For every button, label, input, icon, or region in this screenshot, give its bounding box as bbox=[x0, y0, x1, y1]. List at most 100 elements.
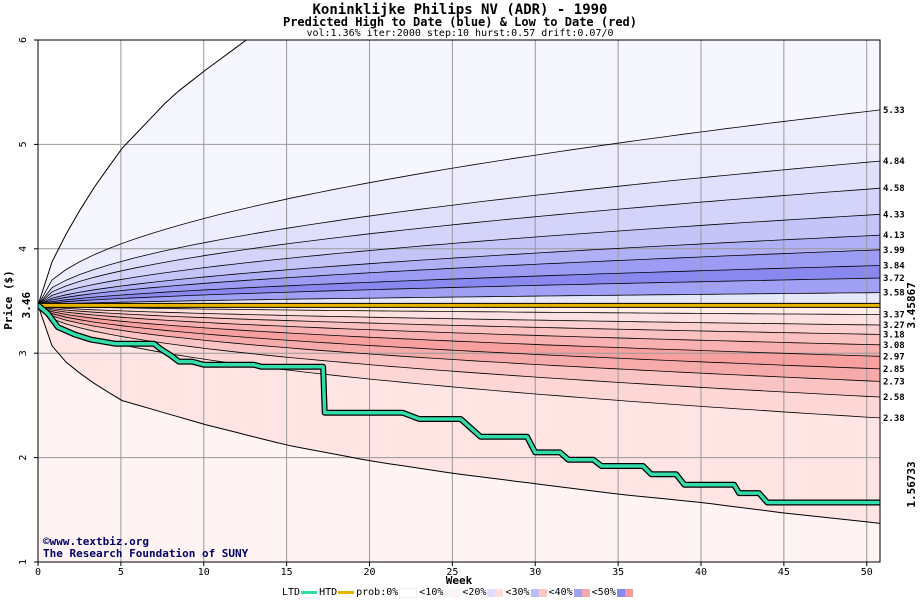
band-high bbox=[38, 214, 880, 306]
band-high-outside bbox=[38, 40, 880, 306]
y-tick-label: 2 bbox=[18, 455, 29, 461]
legend-prob20-swatch bbox=[487, 588, 504, 597]
legend-prob30-swatch bbox=[530, 588, 547, 597]
series-lines bbox=[38, 302, 880, 506]
band-high-inner bbox=[38, 292, 880, 306]
low-outer-curve bbox=[38, 305, 880, 524]
high-contour bbox=[38, 213, 880, 306]
contour-lines bbox=[38, 40, 880, 524]
low-contour bbox=[38, 304, 880, 326]
low-contour bbox=[38, 304, 880, 357]
band-high bbox=[38, 188, 880, 306]
legend-prob20-label: <20% bbox=[462, 587, 487, 598]
credit-org: The Research Foundation of SUNY bbox=[43, 547, 249, 560]
legend-prob50-label: <50% bbox=[591, 587, 616, 598]
high-level-label: 4.84 bbox=[883, 157, 905, 167]
band-low bbox=[38, 305, 880, 335]
x-tick-label: 45 bbox=[778, 567, 790, 578]
legend-prob30-label: <30% bbox=[505, 587, 530, 598]
high-contour bbox=[38, 109, 880, 306]
y-tick-label: 3 bbox=[18, 350, 29, 356]
high-level-label: 3.58 bbox=[883, 289, 905, 299]
legend-prob0-label: prob:0% bbox=[356, 587, 399, 598]
band-low bbox=[38, 305, 880, 325]
high-contour bbox=[38, 187, 880, 306]
value-labels: 5.33 4.84 4.58 4.33 4.13 3.99 3.84 3.72 3.58 3.37… bbox=[20, 106, 918, 508]
low-level-label: 3.37 bbox=[883, 311, 905, 321]
band-low bbox=[38, 305, 880, 418]
ltd-line bbox=[38, 303, 880, 505]
band-low bbox=[38, 305, 880, 397]
high-contour bbox=[38, 292, 880, 306]
band-high bbox=[38, 161, 880, 306]
x-tick-label: 35 bbox=[612, 567, 624, 578]
high-contour bbox=[38, 234, 880, 306]
chart-title: Koninklijke Philips NV (ADR) - 1990 bbox=[312, 2, 608, 18]
low-level-label: 2.97 bbox=[883, 352, 905, 362]
legend-prob0-swatch bbox=[399, 587, 418, 598]
start-price-label: 3.46 bbox=[20, 292, 33, 319]
legend-htd-swatch bbox=[338, 591, 355, 594]
high-contour bbox=[38, 249, 880, 306]
htd-value-label: 3.45867 bbox=[905, 282, 918, 328]
low-level-label: 2.58 bbox=[883, 393, 905, 403]
ltd-value-label: 1.56733 bbox=[905, 461, 918, 507]
y-tick-label: 4 bbox=[18, 246, 29, 252]
high-level-label: 3.84 bbox=[883, 262, 905, 272]
y-tick-label: 6 bbox=[18, 37, 29, 43]
high-level-label: 3.72 bbox=[883, 274, 905, 284]
x-tick-label: 15 bbox=[281, 567, 293, 578]
low-contour bbox=[38, 304, 880, 382]
legend-prob40-label: <40% bbox=[548, 587, 573, 598]
credit-site: ©www.textbiz.org bbox=[43, 535, 149, 548]
band-high bbox=[38, 249, 880, 306]
y-axis-label: Price ($) bbox=[2, 270, 15, 330]
low-level-label: 3.18 bbox=[883, 330, 905, 340]
x-tick-label: 5 bbox=[118, 567, 124, 578]
high-contour bbox=[38, 277, 880, 306]
high-level-label: 3.99 bbox=[883, 246, 905, 256]
x-tick-label: 50 bbox=[861, 567, 873, 578]
legend-htd-label: HTD bbox=[319, 587, 338, 598]
x-tick-label: 10 bbox=[198, 567, 210, 578]
low-contour bbox=[38, 304, 880, 335]
x-tick-label: 20 bbox=[363, 567, 375, 578]
chart-subtitle: Predicted High to Date (blue) & Low to D… bbox=[282, 15, 637, 29]
band-high bbox=[38, 265, 880, 306]
high-outer-curve bbox=[38, 40, 880, 306]
band-high bbox=[38, 109, 880, 306]
high-contour bbox=[38, 160, 880, 306]
band-high bbox=[38, 235, 880, 306]
legend-prob40-swatch bbox=[573, 588, 590, 597]
band-low bbox=[38, 305, 880, 382]
band-high-outer bbox=[38, 40, 880, 306]
band-low bbox=[38, 305, 880, 357]
high-contour bbox=[38, 265, 880, 306]
x-axis-label: Week bbox=[446, 574, 473, 587]
low-level-label: 2.73 bbox=[883, 377, 905, 387]
x-tick-label: 40 bbox=[695, 567, 707, 578]
low-level-label: 3.08 bbox=[883, 341, 905, 351]
x-tick-label: 25 bbox=[446, 567, 458, 578]
y-tick-label: 5 bbox=[18, 141, 29, 147]
high-level-label: 4.33 bbox=[883, 210, 905, 220]
low-contour bbox=[38, 304, 880, 419]
legend-prob10-swatch bbox=[444, 588, 461, 597]
high-level-label: 4.58 bbox=[883, 184, 905, 194]
low-contour bbox=[38, 304, 880, 370]
low-contour bbox=[38, 304, 880, 398]
x-tick-label: 0 bbox=[35, 567, 41, 578]
low-level-label: 2.38 bbox=[883, 414, 905, 424]
plot-frame bbox=[37, 39, 881, 563]
low-level-label: 3.27 bbox=[883, 321, 905, 331]
chart-params: vol:1.36% iter:2000 step:10 hurst:0.57 d… bbox=[306, 28, 614, 39]
legend-ltd-swatch bbox=[301, 591, 318, 594]
high-level-label: 4.13 bbox=[883, 231, 905, 241]
legend-prob10-label: <10% bbox=[419, 587, 444, 598]
legend-prob50-swatch bbox=[616, 588, 633, 597]
chart-legend: LTD HTD prob:0% <10% <20% <30% <40% <50% bbox=[282, 587, 635, 598]
y-tick-label: 1 bbox=[18, 559, 29, 565]
low-contour bbox=[38, 304, 880, 346]
